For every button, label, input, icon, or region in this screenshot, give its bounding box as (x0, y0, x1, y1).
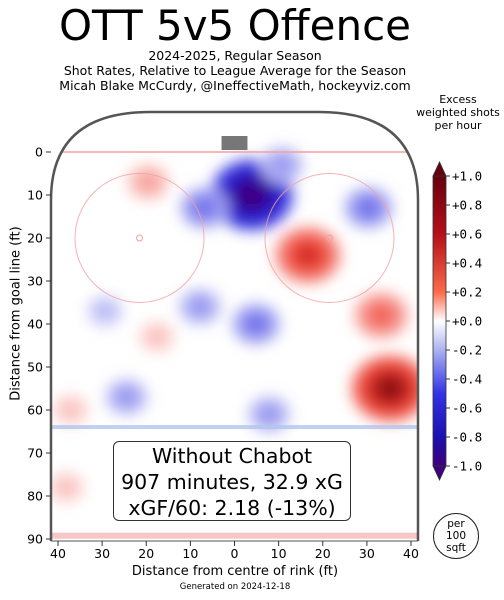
x-tick-label-3: 10 (182, 546, 198, 561)
generated-date: Generated on 2024-12-18 (179, 582, 291, 592)
x-tick-label-7: 30 (359, 546, 375, 561)
blue-line (51, 425, 418, 430)
colorbar-tick-label-2: +0.6 (452, 227, 482, 242)
scale-note-line-1: per (447, 518, 465, 530)
colorbar-title-line-1: Excess (439, 93, 477, 106)
scale-note-circle: per 100 sqft (433, 513, 479, 559)
faceoff-dot-left (136, 234, 144, 242)
colorbar-tick-label-6: -0.2 (452, 343, 482, 358)
centre-line (51, 532, 418, 539)
heat-region-0-level-3 (237, 182, 266, 208)
y-tick-label-7: 70 (27, 446, 43, 461)
colorbar-title-line-3: per hour (434, 119, 482, 132)
colorbar-max-arrow (432, 161, 447, 177)
heat-region-13-level-3 (98, 305, 112, 317)
heat-region-3-level-3 (140, 175, 156, 189)
heat-region-1-level-3 (195, 200, 213, 216)
y-tick-label-8: 80 (27, 489, 43, 504)
summary-box: Without Chabot 907 minutes, 32.9 xG xGF/… (113, 441, 351, 521)
y-tick-label-4: 40 (27, 317, 43, 332)
colorbar-tick-label-1: +0.8 (452, 198, 482, 213)
colorbar-tick-label-4: +0.2 (452, 285, 482, 300)
heat-region-10-level-3 (150, 331, 164, 343)
x-tick-label-6: 20 (315, 546, 331, 561)
colorbar-tick-label-0: +1.0 (452, 169, 482, 184)
faceoff-dot-right (325, 234, 333, 242)
y-tick-label-0: 0 (35, 145, 43, 160)
scale-note-line-2: 100 (445, 530, 467, 542)
colorbar-tick-label-10: -1.0 (452, 459, 482, 474)
heat-region-11-level-3 (119, 390, 134, 404)
colorbar-tick-label-8: -0.6 (452, 401, 482, 416)
summary-xgf: xGF/60: 2.18 (-13%) (128, 496, 336, 520)
scale-note-line-3: sqft (446, 542, 466, 554)
heat-region-6-level-3 (376, 377, 404, 400)
colorbar-title: Excess weighted shots per hour (412, 93, 504, 132)
summary-minutes: 907 minutes, 32.9 xG (121, 470, 343, 494)
colorbar-title-line-2: weighted shots (416, 106, 500, 119)
y-tick-label-1: 10 (27, 188, 43, 203)
x-tick-label-5: 10 (271, 546, 287, 561)
heat-region-5-level-3 (359, 200, 377, 216)
x-tick-label-1: 30 (94, 546, 110, 561)
colorbar-tick-label-9: -0.8 (452, 430, 482, 445)
x-axis-label: Distance from centre of rink (ft) (131, 564, 339, 579)
y-tick-label-2: 20 (27, 231, 43, 246)
colorbar-tick-label-7: -0.4 (452, 372, 482, 387)
goal-net (221, 136, 248, 150)
chart-subtitle-season: 2024-2025, Regular Season (148, 48, 322, 63)
axes: 40 30 20 10 0 10 20 30 40 0 10 20 30 40 50 60 70 80 90 (27, 145, 419, 562)
x-tick-label-2: 20 (138, 546, 154, 561)
heat-region-8-level-3 (247, 316, 265, 332)
colorbar-gradient (432, 175, 447, 467)
heat-region-14-level-3 (63, 404, 77, 416)
colorbar: +1.0 +0.8 +0.6 +0.4 +0.2 +0.0 -0.2 -0.4 -0.6 -0.8… (432, 161, 482, 481)
colorbar-tick-label-5: +0.0 (452, 314, 482, 329)
chart-title: OTT 5v5 Offence (58, 1, 412, 50)
y-axis-label: Distance from goal line (ft) (8, 226, 24, 401)
chart-subtitle-author: Micah Blake McCurdy, @IneffectiveMath, h… (59, 78, 411, 93)
faceoff-circle-right (264, 173, 395, 303)
rink-boards (49, 110, 420, 541)
heat-region-7-level-3 (371, 307, 391, 324)
heat-region-4-level-3 (296, 245, 320, 265)
x-tick-label-4: 0 (231, 546, 239, 561)
heatmap-blur-group (51, 146, 418, 504)
colorbar-tick-label-3: +0.4 (452, 256, 482, 271)
chart-subtitle-metric: Shot Rates, Relative to League Average f… (63, 63, 407, 78)
heat-region-2-level-3 (274, 158, 290, 172)
y-tick-label-6: 60 (27, 403, 43, 418)
x-tick-label-8: 40 (403, 546, 419, 561)
rink-markings (51, 151, 418, 539)
heat-region-12-level-3 (261, 407, 277, 421)
faceoff-circle-left (74, 173, 205, 303)
y-tick-label-9: 90 (27, 532, 43, 547)
heat-region-9-level-3 (192, 300, 208, 314)
colorbar-min-arrow (432, 465, 447, 481)
y-tick-label-3: 30 (27, 274, 43, 289)
y-tick-label-5: 50 (27, 360, 43, 375)
x-tick-label-0: 40 (50, 546, 66, 561)
heat-region-15-level-3 (59, 481, 73, 493)
summary-player: Without Chabot (151, 444, 313, 468)
heatmap-layer (51, 146, 418, 504)
